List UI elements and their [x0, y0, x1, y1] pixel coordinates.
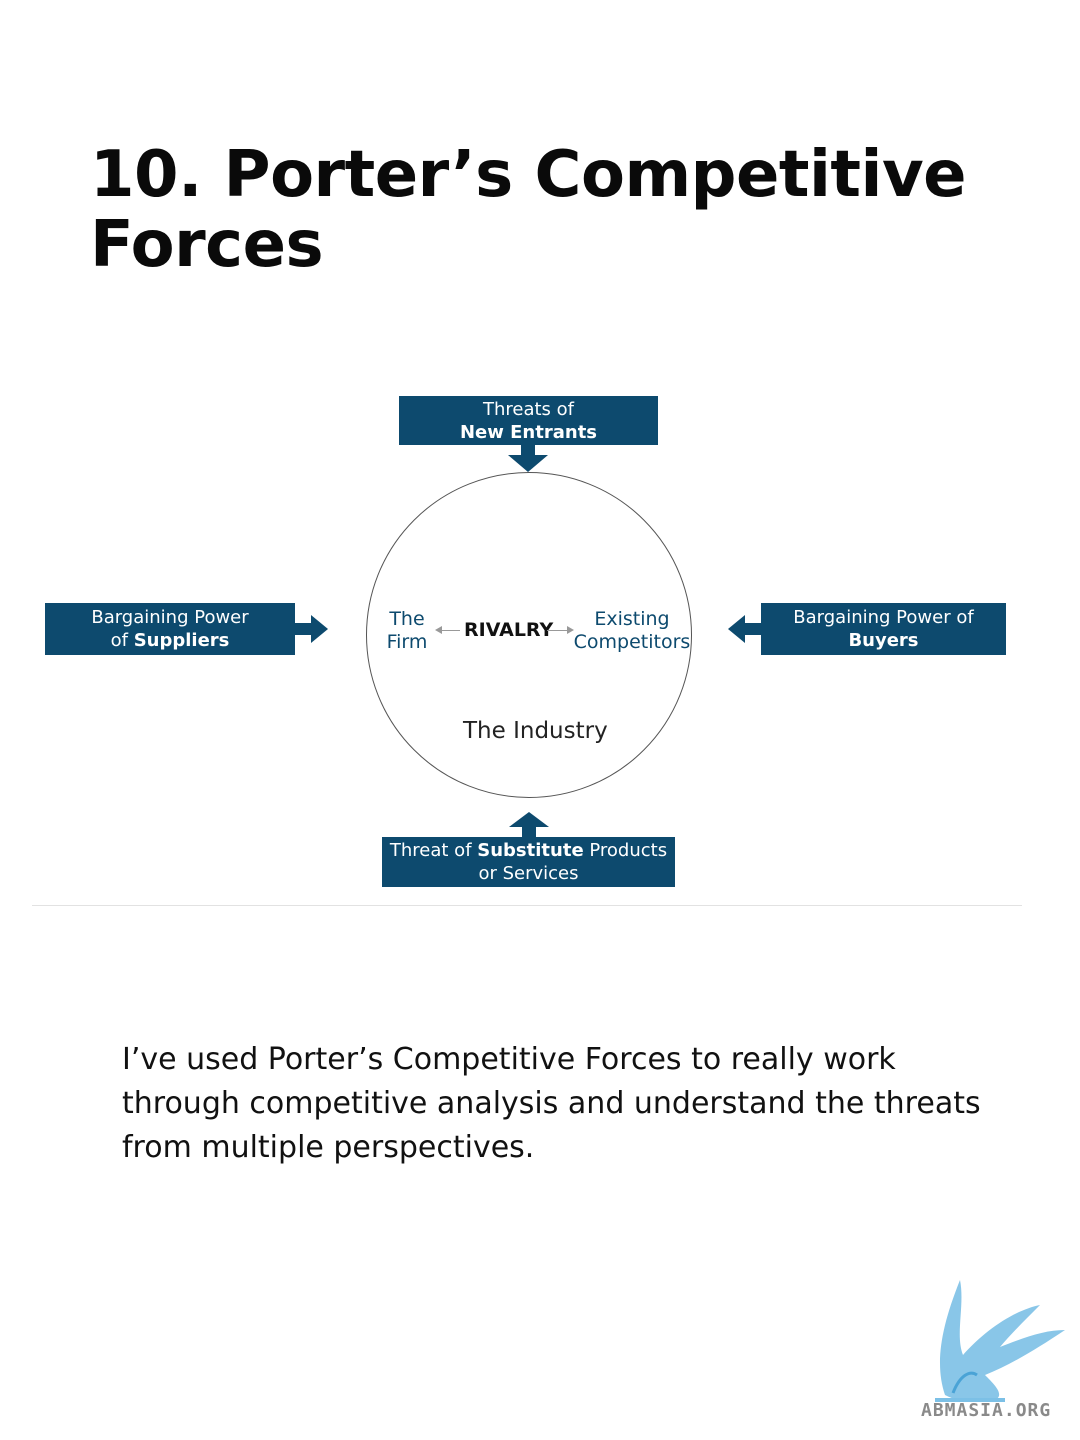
substitutes-box: Threat of Substitute Products or Service… — [382, 837, 675, 887]
porters-five-forces-diagram: Threats of New Entrants Bargaining Power… — [0, 380, 1080, 900]
substitutes-prefix: Threat of — [389, 840, 478, 861]
right-arrow-shaft — [295, 623, 311, 635]
substitutes-line2: or Services — [478, 863, 579, 884]
buyer-power-box: Bargaining Power of Buyers — [761, 603, 1006, 655]
supplier-power-box: Bargaining Power of Suppliers — [45, 603, 295, 655]
left-arrow-shaft — [745, 623, 761, 635]
existing-competitors-line1: Existing — [594, 608, 670, 630]
supplier-power-bold: Suppliers — [133, 630, 230, 651]
industry-circle — [366, 472, 692, 798]
rivalry-label: RIVALRY — [464, 619, 554, 641]
substitutes-suffix: Products — [583, 840, 668, 861]
body-paragraph: I’ve used Porter’s Competitive Forces to… — [122, 1042, 981, 1165]
divider — [32, 905, 1022, 906]
buyer-power-line2: Buyers — [848, 630, 919, 651]
existing-competitors-label: Existing Competitors — [573, 608, 691, 654]
buyer-power-line1: Bargaining Power of — [793, 607, 974, 628]
down-arrow-icon — [508, 455, 548, 472]
the-firm-line2: Firm — [386, 631, 428, 653]
rivalry-left-arrow — [438, 630, 460, 631]
up-arrow-shaft — [522, 827, 536, 837]
the-firm-line1: The — [389, 608, 425, 630]
griffin-logo-icon — [935, 1280, 1065, 1402]
page-title: 10. Porter’s Competitive Forces — [90, 138, 967, 282]
existing-competitors-line2: Competitors — [573, 631, 691, 653]
up-arrow-icon — [509, 812, 549, 827]
right-arrow-icon — [311, 615, 328, 643]
substitutes-bold: Substitute — [477, 840, 584, 861]
the-firm-label: The Firm — [380, 608, 434, 654]
logo-text: ABMASIA.ORG — [921, 1400, 1052, 1421]
down-arrow-shaft — [521, 445, 535, 455]
supplier-power-line1: Bargaining Power — [91, 607, 249, 628]
threat-new-entrants-line2: New Entrants — [459, 421, 598, 443]
rivalry-left-arrowhead-icon — [435, 626, 442, 634]
rivalry-right-arrow — [547, 630, 569, 631]
supplier-power-prefix: of — [110, 630, 134, 651]
threat-new-entrants-line1: Threats of — [482, 398, 575, 420]
left-arrow-icon — [728, 615, 745, 643]
industry-label: The Industry — [463, 718, 608, 744]
threat-new-entrants-box: Threats of New Entrants — [399, 396, 658, 445]
rivalry-right-arrowhead-icon — [567, 626, 574, 634]
